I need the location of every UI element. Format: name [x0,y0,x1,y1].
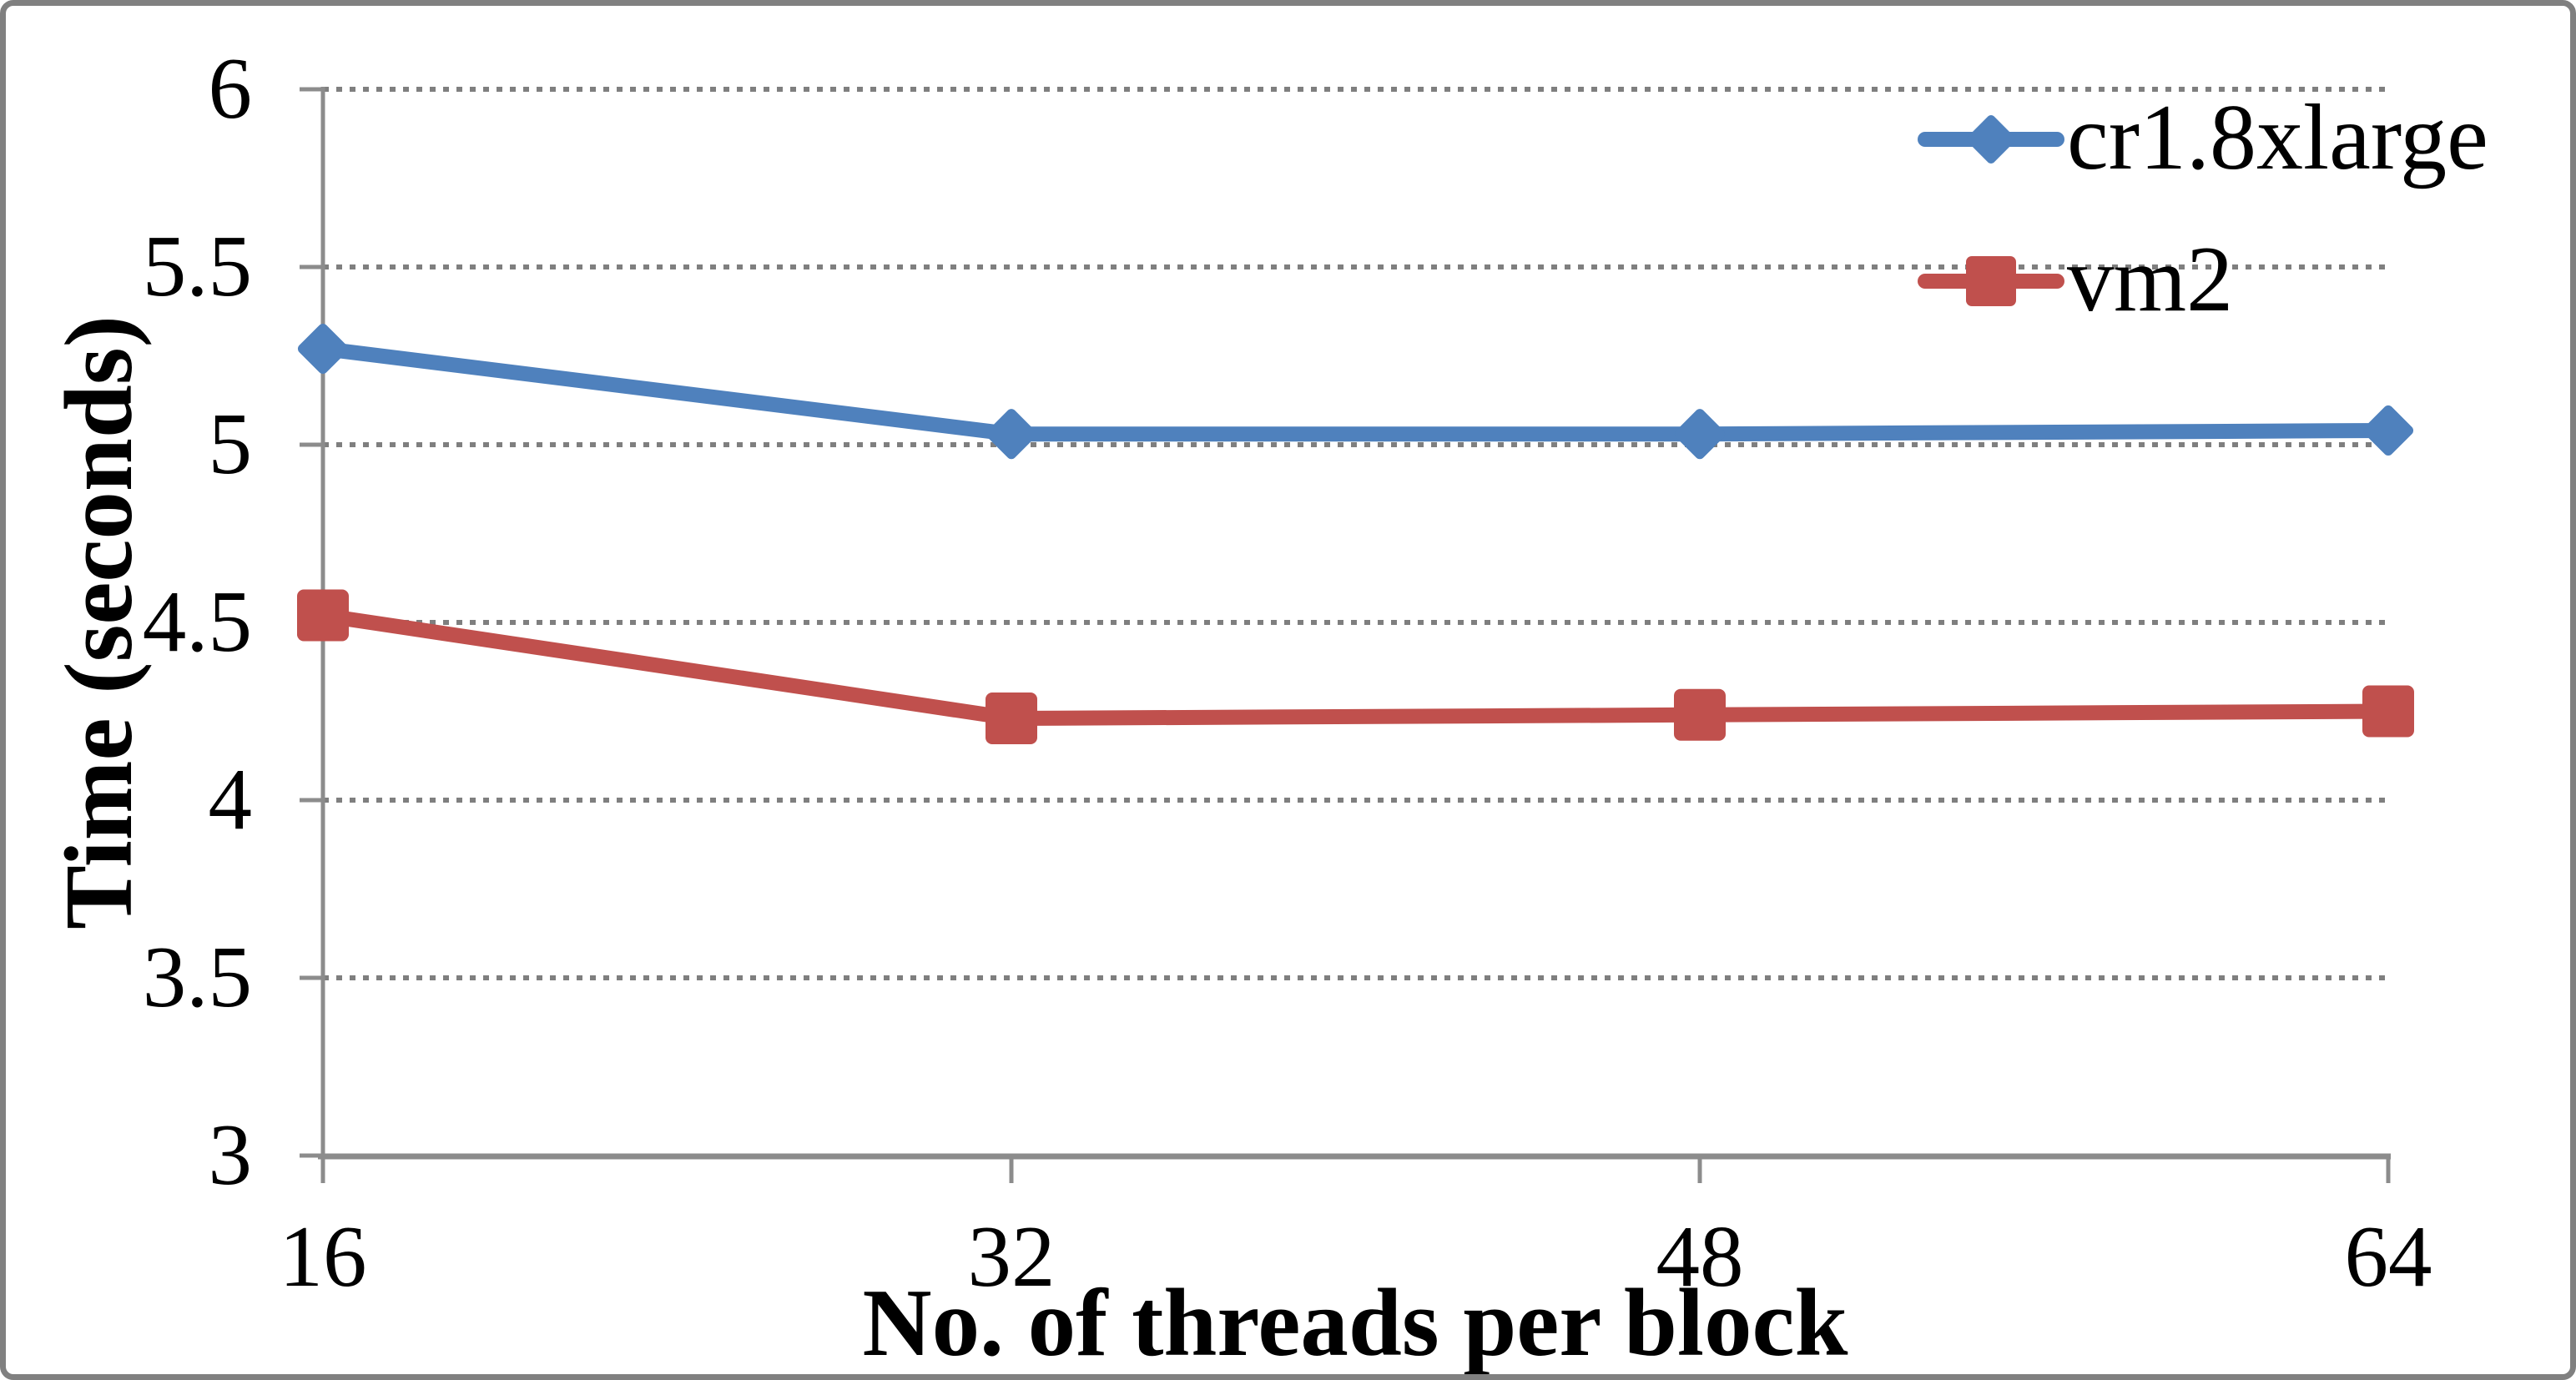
marker-square [297,589,349,642]
y-tick-label: 5 [208,395,253,492]
x-tick-label: 16 [279,1207,367,1305]
y-tick-label: 5.5 [142,217,252,315]
legend-marker-diamond [1966,114,2016,164]
x-tick-label: 64 [2344,1207,2432,1305]
marker-diamond [297,323,349,375]
marker-diamond [986,409,1037,460]
plot-area [297,87,2414,1183]
marker-square [1674,688,1726,741]
y-tick-label: 3 [208,1106,253,1203]
marker-diamond [1674,409,1726,460]
y-tick-label: 4 [208,750,253,848]
marker-square [986,693,1037,745]
series-line-cr1.8xlarge [315,340,2396,442]
legend-label-cr1.8xlarge: cr1.8xlarge [2067,86,2488,189]
legend-marker-square [1966,256,2016,306]
y-tick-label: 3.5 [142,928,252,1025]
series-line-vm2 [315,607,2396,727]
marker-square [2362,685,2414,738]
x-axis-title: No. of threads per block [862,1270,1848,1376]
y-tick-label: 4.5 [142,572,252,670]
x-tick-label: 48 [1656,1207,1744,1305]
x-tick-label: 32 [967,1207,1056,1305]
y-tick-label: 6 [208,39,253,137]
legend-label-vm2: vm2 [2067,228,2234,331]
marker-diamond [2362,405,2414,456]
